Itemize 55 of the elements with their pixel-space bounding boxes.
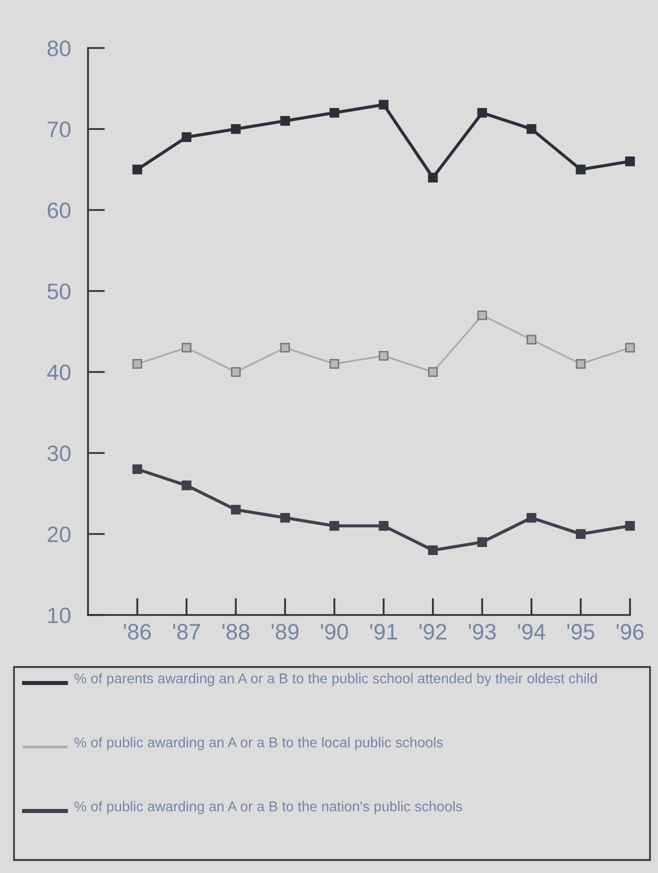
point — [378, 521, 388, 531]
point — [576, 164, 586, 174]
point — [132, 164, 142, 174]
point — [576, 529, 586, 539]
x-tick-label: '96 — [616, 624, 644, 640]
x-tick-label: '94 — [518, 624, 546, 640]
y-tick-label: 50 — [48, 284, 70, 300]
legend-label: % of public awarding an A or a B to the nation's public schools — [74, 801, 462, 814]
point — [477, 537, 488, 547]
point — [526, 124, 536, 134]
y-tick-label: 80 — [48, 40, 70, 56]
x-tick-label: '88 — [222, 624, 250, 640]
point — [477, 108, 488, 118]
x-tick-label: '89 — [272, 624, 299, 640]
x-tick-label: '86 — [124, 624, 151, 640]
legend-label: % of parents awarding an A or a B to the public school attended by their oldest child — [74, 673, 597, 686]
point — [526, 334, 536, 344]
x-tick-label: '90 — [321, 624, 348, 640]
point — [625, 156, 635, 166]
point — [280, 512, 290, 523]
point — [576, 359, 586, 369]
point — [428, 545, 438, 556]
point — [428, 172, 438, 182]
x-tick-label: '87 — [173, 624, 200, 640]
x-tick-label: '92 — [420, 624, 446, 640]
point — [230, 124, 241, 134]
point — [182, 132, 192, 142]
point — [625, 342, 635, 353]
point — [477, 310, 488, 320]
point — [230, 504, 241, 515]
point — [378, 100, 388, 110]
point — [330, 108, 340, 118]
y-tick-label: 20 — [48, 526, 70, 542]
y-tick-label: 40 — [47, 364, 70, 380]
legend-label: % of public awarding an A or a B to the local public schools — [74, 737, 443, 750]
point — [230, 367, 241, 377]
point — [428, 367, 438, 377]
x-tick-label: '91 — [370, 624, 398, 640]
point — [132, 359, 142, 369]
point — [182, 342, 192, 353]
point — [280, 342, 290, 353]
point — [182, 480, 192, 490]
point — [330, 521, 340, 531]
y-tick-label: 30 — [47, 446, 70, 462]
x-tick-label: '93 — [468, 624, 496, 640]
point — [625, 521, 635, 531]
y-tick-label: 70 — [48, 122, 70, 138]
point — [330, 359, 340, 369]
y-tick-label: 10 — [48, 608, 70, 624]
x-tick-label: '95 — [567, 624, 594, 640]
point — [132, 464, 142, 474]
point — [378, 350, 388, 361]
point — [280, 116, 290, 126]
y-tick-label: 60 — [48, 202, 70, 218]
point — [526, 512, 536, 523]
